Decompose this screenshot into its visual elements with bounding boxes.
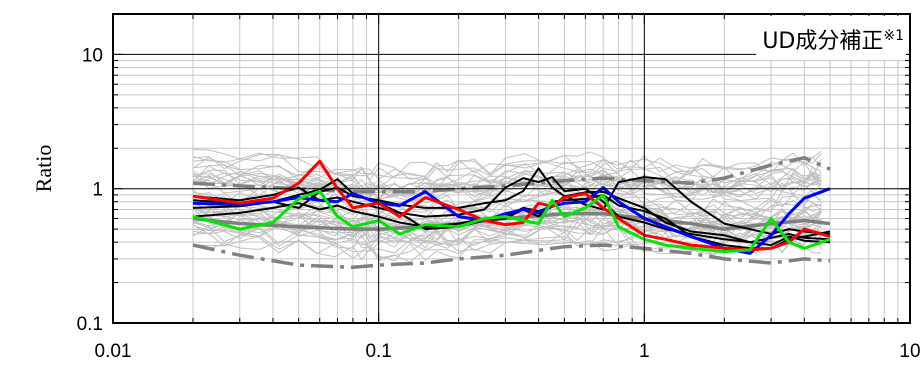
plot-frame (112, 13, 911, 324)
background-trace (192, 191, 822, 217)
background-trace (192, 175, 822, 203)
x-tick-label: 10 (899, 341, 920, 362)
y-tick-label: 1 (92, 180, 103, 201)
background-trace (192, 187, 822, 216)
annotation-background (756, 16, 906, 60)
y-tick-label: 0.1 (77, 314, 103, 335)
y-axis-label: Ratio (31, 145, 56, 193)
series-line-black (192, 178, 831, 250)
background-trace (192, 151, 822, 180)
series-line-gray-lower (192, 243, 831, 270)
axis-ticks (112, 13, 910, 324)
background-trace (192, 219, 822, 243)
series-line-black (192, 176, 831, 244)
x-tick-label: 1 (639, 341, 650, 362)
background-trace (192, 208, 822, 236)
series-line-red (192, 159, 831, 252)
y-tick-labels: 0.1 1 10 (77, 45, 103, 335)
x-tick-labels: 0.01 0.1 1 10 (95, 341, 921, 362)
background-trace (192, 169, 822, 199)
background-trace (192, 149, 822, 180)
background-trace (192, 156, 822, 183)
background-trace (192, 221, 822, 249)
series-line-gray-mean (192, 212, 831, 231)
annotation-ud-correction: UD成分補正※1 (762, 28, 904, 54)
background-trace (192, 167, 822, 196)
x-tick-label: 0.01 (95, 341, 132, 362)
x-tick-label: 0.1 (365, 341, 391, 362)
background-trace (192, 207, 822, 233)
background-trace (192, 153, 822, 181)
background-trace (192, 165, 822, 197)
series-line-green (192, 189, 831, 254)
y-tick-label: 10 (82, 45, 103, 66)
